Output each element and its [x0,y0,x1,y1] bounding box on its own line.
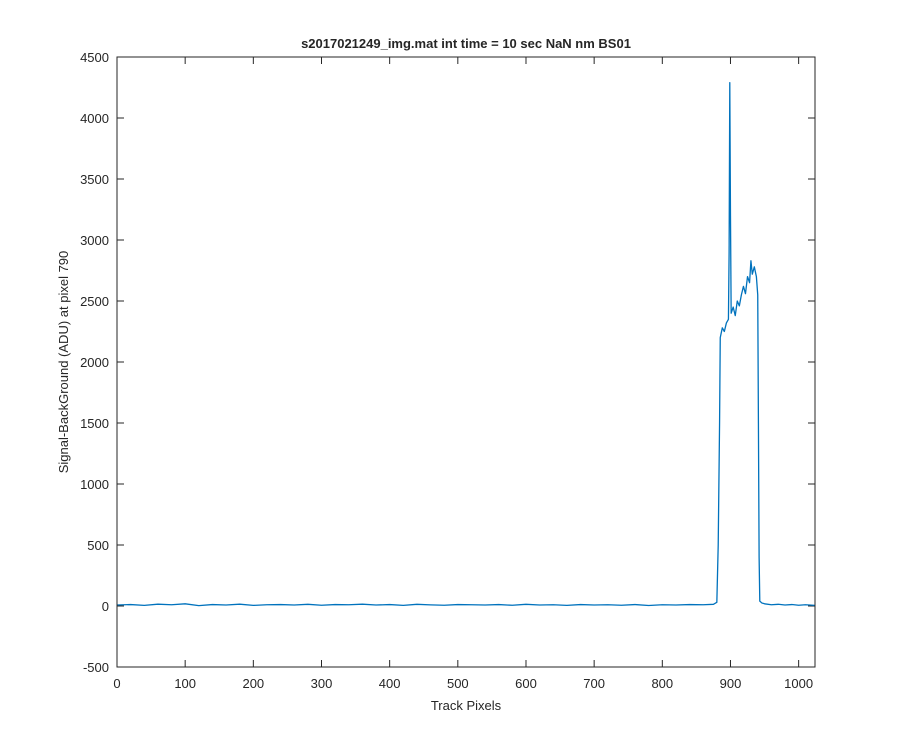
x-tick-label: 800 [651,676,673,691]
x-tick-label: 700 [583,676,605,691]
y-tick-label: 1500 [80,416,109,431]
y-tick-label: 500 [87,538,109,553]
x-tick-label: 300 [311,676,333,691]
x-tick-label: 200 [242,676,264,691]
x-tick-label: 100 [174,676,196,691]
y-tick-label: 4000 [80,111,109,126]
y-tick-label: 3000 [80,233,109,248]
chart-title: s2017021249_img.mat int time = 10 sec Na… [301,36,631,51]
x-axis-ticks: 0 100 200 300 400 500 600 700 800 900 1000 [113,57,813,691]
axes-box [116,56,816,668]
x-tick-label: 600 [515,676,537,691]
series-line [116,81,816,607]
y-axis-label: Signal-BackGround (ADU) at pixel 790 [56,251,71,474]
x-tick-label: 0 [113,676,120,691]
y-tick-label: 2000 [80,355,109,370]
y-tick-label: 3500 [80,172,109,187]
y-tick-label: 1000 [80,477,109,492]
y-tick-label: 0 [102,599,109,614]
x-tick-label: 1000 [784,676,813,691]
plot-area [117,57,815,667]
y-tick-label: 2500 [80,294,109,309]
x-tick-label: 400 [379,676,401,691]
x-tick-label: 500 [447,676,469,691]
y-tick-label: -500 [83,660,109,675]
x-tick-label: 900 [720,676,742,691]
y-tick-label: 4500 [80,50,109,65]
x-axis-label: Track Pixels [431,698,502,713]
